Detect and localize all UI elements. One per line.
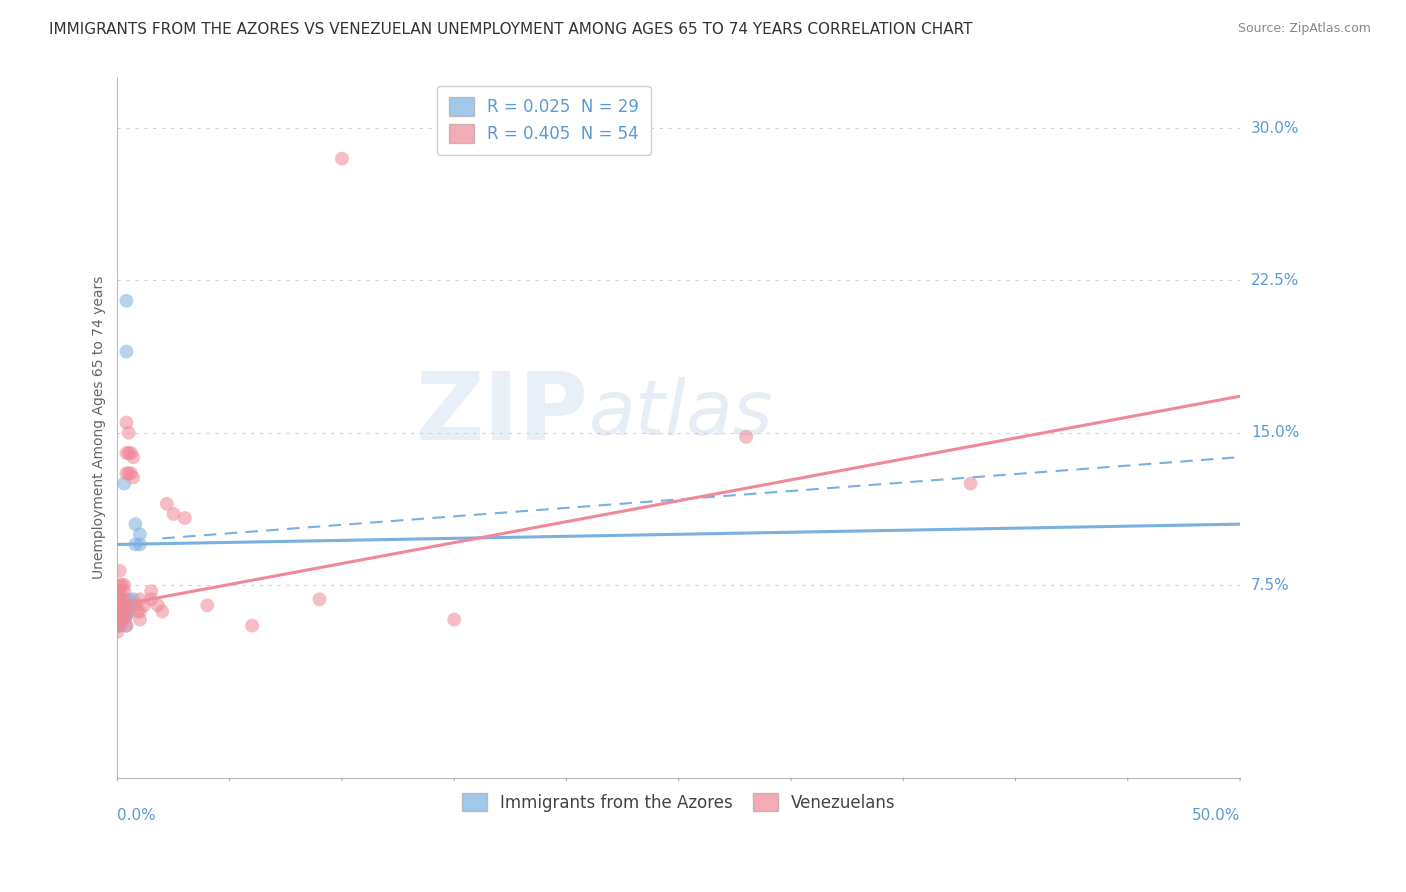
Point (118, 467, 141, 481)
Point (111, 604, 134, 618)
Point (330, 152, 353, 166)
Point (107, 604, 129, 618)
Point (115, 618, 138, 632)
Point (120, 446, 142, 460)
Text: 22.5%: 22.5% (1251, 273, 1299, 288)
Point (107, 618, 129, 632)
Point (107, 588, 129, 602)
Point (107, 608, 129, 623)
Point (122, 450, 145, 464)
Point (107, 604, 129, 618)
Point (115, 293, 138, 308)
Point (115, 467, 138, 481)
Point (195, 599, 218, 613)
Point (128, 527, 150, 541)
Point (124, 599, 146, 613)
Point (122, 592, 145, 607)
Point (128, 604, 150, 618)
Point (115, 599, 138, 613)
Point (112, 476, 135, 491)
Point (112, 608, 135, 623)
Point (308, 592, 330, 607)
Point (108, 599, 131, 613)
Point (107, 599, 129, 613)
Text: ZIP: ZIP (416, 368, 589, 459)
Point (115, 446, 138, 460)
Point (111, 604, 134, 618)
Text: 50.0%: 50.0% (1192, 808, 1240, 823)
Text: IMMIGRANTS FROM THE AZORES VS VENEZUELAN UNEMPLOYMENT AMONG AGES 65 TO 74 YEARS : IMMIGRANTS FROM THE AZORES VS VENEZUELAN… (49, 22, 973, 37)
Point (120, 599, 142, 613)
Point (111, 592, 134, 607)
Point (240, 618, 263, 632)
Point (108, 618, 131, 632)
Point (111, 599, 134, 613)
Point (122, 470, 145, 484)
Point (108, 584, 131, 599)
Point (124, 517, 146, 532)
Point (115, 618, 138, 632)
Point (156, 497, 179, 511)
Point (118, 604, 141, 618)
Point (115, 344, 138, 359)
Text: atlas: atlas (589, 376, 773, 450)
Point (150, 604, 173, 618)
Text: 0.0%: 0.0% (118, 808, 156, 823)
Point (111, 613, 134, 627)
Text: 30.0%: 30.0% (1251, 120, 1299, 136)
Point (959, 476, 981, 491)
Point (107, 599, 129, 613)
Point (128, 613, 150, 627)
Point (108, 599, 131, 613)
Point (162, 507, 184, 521)
Legend: Immigrants from the Azores, Venezuelans: Immigrants from the Azores, Venezuelans (456, 787, 903, 819)
Point (112, 578, 135, 592)
Point (111, 613, 134, 627)
Point (108, 578, 131, 592)
Point (108, 618, 131, 632)
Point (115, 416, 138, 430)
Point (128, 537, 150, 551)
Point (128, 592, 150, 607)
Point (735, 430, 758, 444)
Point (134, 599, 156, 613)
Point (127, 604, 149, 618)
Point (108, 608, 131, 623)
Point (118, 592, 141, 607)
Point (112, 599, 135, 613)
Point (443, 613, 465, 627)
Text: 15.0%: 15.0% (1251, 425, 1299, 441)
Point (108, 592, 131, 607)
Point (115, 608, 138, 623)
Point (112, 613, 135, 627)
Point (112, 602, 135, 616)
Point (112, 584, 135, 599)
Point (112, 592, 135, 607)
Point (124, 537, 146, 551)
Y-axis label: Unemployment Among Ages 65 to 74 years: Unemployment Among Ages 65 to 74 years (93, 276, 107, 580)
Point (115, 608, 138, 623)
Point (108, 604, 131, 618)
Text: Source: ZipAtlas.com: Source: ZipAtlas.com (1237, 22, 1371, 36)
Point (107, 624, 129, 639)
Point (107, 613, 129, 627)
Text: 7.5%: 7.5% (1251, 577, 1289, 592)
Point (146, 599, 169, 613)
Point (118, 425, 141, 440)
Point (107, 584, 129, 599)
Point (118, 446, 141, 460)
Point (139, 592, 162, 607)
Point (112, 604, 135, 618)
Point (120, 467, 142, 481)
Point (108, 592, 131, 607)
Point (108, 613, 131, 627)
Point (111, 578, 134, 592)
Point (108, 564, 131, 578)
Point (173, 511, 195, 525)
Point (139, 584, 162, 599)
